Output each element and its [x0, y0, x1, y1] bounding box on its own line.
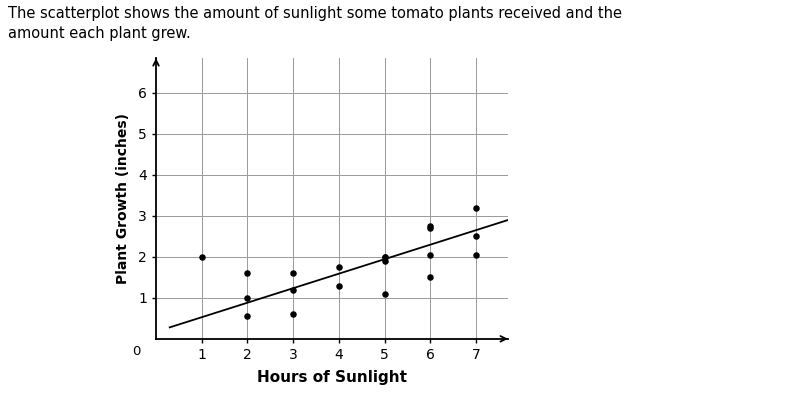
Point — [195, 254, 208, 260]
Point — [378, 291, 391, 297]
Point — [241, 270, 254, 276]
Point — [378, 258, 391, 264]
Point — [424, 225, 437, 231]
Point — [333, 282, 346, 289]
Point — [470, 233, 482, 240]
Point — [470, 252, 482, 258]
Point — [241, 313, 254, 320]
X-axis label: Hours of Sunlight: Hours of Sunlight — [257, 370, 407, 385]
Point — [241, 295, 254, 301]
Y-axis label: Plant Growth (inches): Plant Growth (inches) — [116, 113, 130, 284]
Point — [286, 270, 299, 276]
Point — [424, 252, 437, 258]
Point — [424, 223, 437, 229]
Text: 0: 0 — [133, 345, 141, 358]
Point — [378, 254, 391, 260]
Point — [286, 311, 299, 318]
Point — [378, 254, 391, 260]
Point — [286, 286, 299, 293]
Point — [470, 205, 482, 211]
Text: The scatterplot shows the amount of sunlight some tomato plants received and the: The scatterplot shows the amount of sunl… — [8, 6, 622, 41]
Point — [424, 274, 437, 281]
Point — [333, 264, 346, 270]
